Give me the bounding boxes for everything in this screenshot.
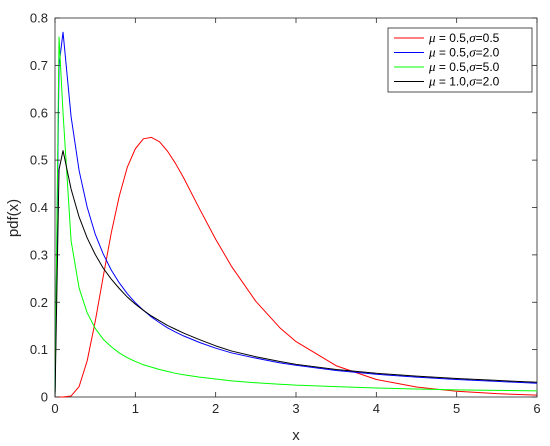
legend-label: μ = 1.0,σ=2.0 — [428, 74, 500, 89]
legend-label: μ = 0.5,σ=2.0 — [428, 45, 500, 60]
legend-sigma-symbol: σ — [469, 30, 476, 45]
y-tick-label: 0.2 — [30, 295, 48, 310]
legend-label: μ = 0.5,σ=0.5 — [428, 30, 500, 45]
legend-sigma-symbol: σ — [469, 59, 476, 74]
legend-sigma-symbol: σ — [469, 74, 476, 89]
legend-sigma-value: =0.5 — [476, 31, 500, 45]
x-tick-label: 6 — [533, 401, 540, 416]
axes-layer: 0 1 2 3 4 5 6 0 0.1 0.2 0.3 0.4 0.5 0.6 0.7 0.8 — [30, 11, 541, 417]
legend-mu-value: = 0.5, — [436, 31, 470, 45]
x-tick-label: 0 — [51, 401, 58, 416]
y-tick-label: 0.6 — [30, 105, 48, 120]
legend-mu-symbol: μ — [428, 45, 436, 60]
y-axis-label: pdf(x) — [5, 199, 22, 237]
series-line-4 — [54, 150, 538, 398]
legend-mu-symbol: μ — [428, 59, 436, 74]
y-tick-label: 0 — [41, 390, 48, 405]
series-line-1 — [55, 136, 538, 398]
legend-entry: μ = 0.5,σ=5.0 — [394, 59, 500, 74]
y-tick-label: 0.1 — [30, 342, 48, 357]
legend-entry: μ = 0.5,σ=2.0 — [394, 45, 500, 60]
legend-sigma-symbol: σ — [469, 45, 476, 60]
x-tick-label: 5 — [453, 401, 460, 416]
y-tick-label: 0.8 — [30, 11, 48, 26]
x-axis-label: x — [292, 427, 300, 444]
x-tick-label: 2 — [212, 401, 219, 416]
legend-mu-symbol: μ — [428, 74, 436, 89]
series-line-2 — [54, 31, 538, 398]
series-layer — [54, 31, 538, 398]
y-tick-label: 0.3 — [30, 247, 48, 262]
legend-mu-symbol: μ — [428, 30, 436, 45]
legend-entry: μ = 0.5,σ=0.5 — [394, 30, 500, 45]
legend-label: μ = 0.5,σ=5.0 — [428, 59, 500, 74]
legend-sigma-value: =5.0 — [476, 60, 500, 74]
legend-mu-value: = 0.5, — [436, 46, 470, 60]
x-tick-label: 3 — [292, 401, 299, 416]
legend-sigma-value: =2.0 — [476, 46, 500, 60]
legend-mu-value: = 1.0, — [436, 75, 470, 89]
x-tick-label: 4 — [373, 401, 380, 416]
legend-entry: μ = 1.0,σ=2.0 — [394, 74, 500, 89]
legend: μ = 0.5,σ=0.5μ = 0.5,σ=2.0μ = 0.5,σ=5.0μ… — [387, 27, 533, 93]
y-tick-label: 0.7 — [30, 58, 48, 73]
series-line-3 — [54, 36, 538, 398]
y-tick-label: 0.4 — [30, 200, 48, 215]
legend-mu-value: = 0.5, — [436, 60, 470, 74]
legend-sigma-value: =2.0 — [476, 75, 500, 89]
x-tick-label: 1 — [132, 401, 139, 416]
y-tick-label: 0.5 — [30, 153, 48, 168]
